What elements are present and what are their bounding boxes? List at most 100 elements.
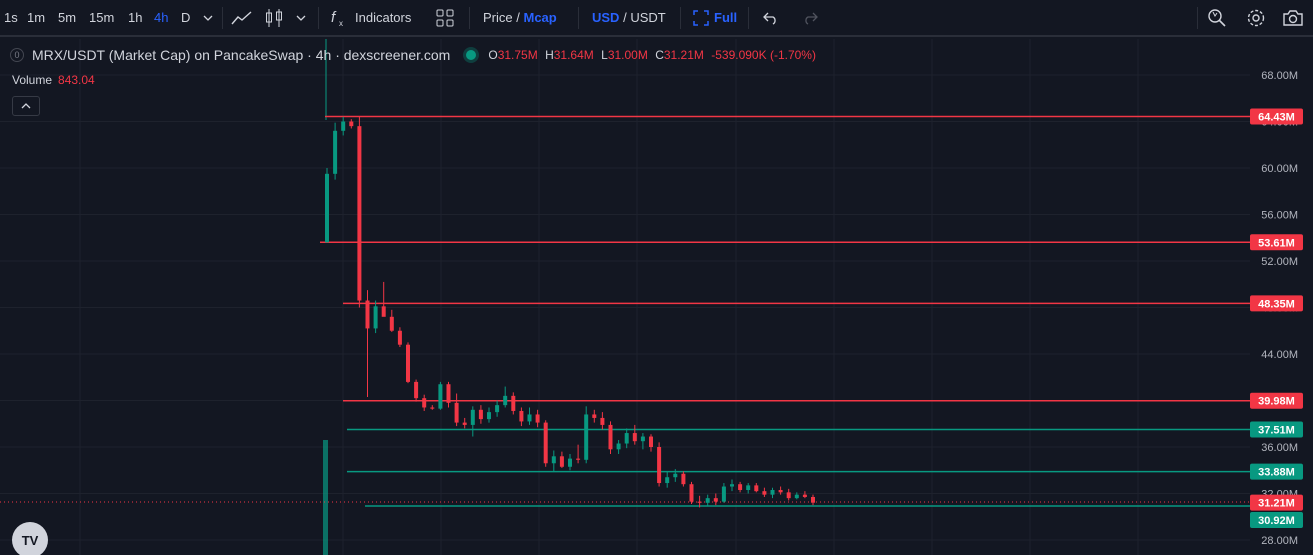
axis-tick-label: 56.00M [1261,210,1298,222]
candle-body [657,447,662,484]
candle-body [438,384,443,409]
price-level-tag [1250,234,1303,251]
timeframe-d[interactable]: D [181,10,191,25]
candle-body [746,485,751,491]
price-level-tag [1250,295,1303,312]
collapse-legend-button[interactable] [12,96,40,116]
price-level-label: 48.35M [1258,298,1295,310]
high-value: 31.64M [553,48,594,62]
candle-body [632,433,637,442]
candle-body [519,410,524,422]
volume-label: Volume [12,73,53,87]
legend-badge: 0 [10,48,24,62]
price-level-tag [1250,421,1303,438]
candle-body [365,300,370,329]
candle-body [397,330,402,345]
candle-body [705,498,710,503]
low-value: 31.00M [607,48,648,62]
toolbar-divider [222,7,223,29]
candle-body [349,121,354,127]
price-level-tag [1250,463,1303,480]
candle-body [721,486,726,502]
candle-body [568,458,572,467]
full-button[interactable]: Full [714,10,738,25]
fullscreen-icon[interactable] [690,7,712,29]
candle-body [430,407,435,409]
mcap-option[interactable]: Mcap [523,10,557,25]
candle-body [357,126,362,301]
timeframe-15m[interactable]: 15m [89,10,115,25]
volume-value: 843.04 [58,73,95,87]
candle-body [770,490,775,495]
candle-body [649,436,653,447]
usd-option[interactable]: USD [592,10,620,25]
candle-body [446,384,451,403]
currency-toggle[interactable]: USD / USDT [592,10,666,25]
horizontal-price-levels [320,115,1250,507]
settings-gear-icon[interactable] [1245,7,1267,29]
price-option[interactable]: Price [483,10,513,25]
live-status-dot [466,50,477,60]
tradingview-logo[interactable]: TV [12,522,48,555]
close-value: 31.21M [663,48,704,62]
toggle-separator: / [623,10,627,25]
svg-text:f: f [331,9,337,26]
candle-body [470,409,475,425]
undo-icon[interactable] [760,7,782,29]
timeframe-1s[interactable]: 1s [4,10,18,25]
line-chart-icon[interactable] [231,7,253,29]
layouts-grid-icon[interactable] [434,7,456,29]
svg-text:x: x [339,19,343,28]
candle-body [478,409,483,420]
candle-body [373,306,378,329]
symbol-title[interactable]: MRX/USDT (Market Cap) on PancakeSwap · 4… [32,47,451,63]
price-level-label: 64.43M [1258,112,1295,124]
price-level-label: 37.51M [1258,424,1295,436]
candle-body [616,443,621,450]
toolbar-divider [748,7,749,29]
timeframe-1h[interactable]: 1h [128,10,143,25]
quick-search-icon[interactable] [1206,7,1228,29]
timeframe-dropdown-chevron-icon[interactable] [197,7,219,29]
candle-body [600,417,605,425]
price-level-label: 53.61M [1258,237,1295,249]
usdt-option[interactable]: USDT [630,10,666,25]
candle-body [341,121,346,131]
snapshot-camera-icon[interactable] [1282,7,1304,29]
axis-tick-label: 68.00M [1261,70,1298,82]
price-level-label: 33.88M [1258,467,1295,479]
price-chart-area[interactable]: 68.00M64.00M60.00M56.00M52.00M48.00M44.0… [0,39,1313,555]
toolbar-divider [318,7,319,29]
candle-body [487,412,491,420]
chart-type-chevron-icon[interactable] [290,7,312,29]
change-value: -539.090K (-1.70%) [711,48,816,62]
candle-body [811,496,815,503]
timeframe-5m[interactable]: 5m [58,10,77,25]
toggle-separator: / [516,10,520,25]
open-key: O [488,48,498,62]
candle-body [503,395,508,406]
timeframe-4h[interactable]: 4h [154,10,169,25]
candles-chart-icon[interactable] [264,7,286,29]
candle-body [730,484,734,487]
candle-body [624,433,629,444]
toolbar-divider [469,7,470,29]
candle-body [551,456,556,464]
candle-body [754,485,759,492]
price-mcap-toggle[interactable]: Price / Mcap [483,10,557,25]
toolbar-divider [1197,7,1198,29]
candle-body [697,501,702,503]
candle-body [422,398,427,408]
candlestick-chart[interactable]: 68.00M64.00M60.00M56.00M52.00M48.00M44.0… [0,39,1313,555]
indicators-button[interactable]: Indicators [355,10,412,25]
candle-body [535,414,540,423]
volume-bar [323,440,328,555]
timeframe-1m[interactable]: 1m [27,10,46,25]
redo-icon[interactable] [799,7,821,29]
candle-body [584,414,589,460]
chart-grid [0,39,1250,555]
price-level-tag [1250,494,1303,511]
price-level-tag [1250,512,1303,529]
